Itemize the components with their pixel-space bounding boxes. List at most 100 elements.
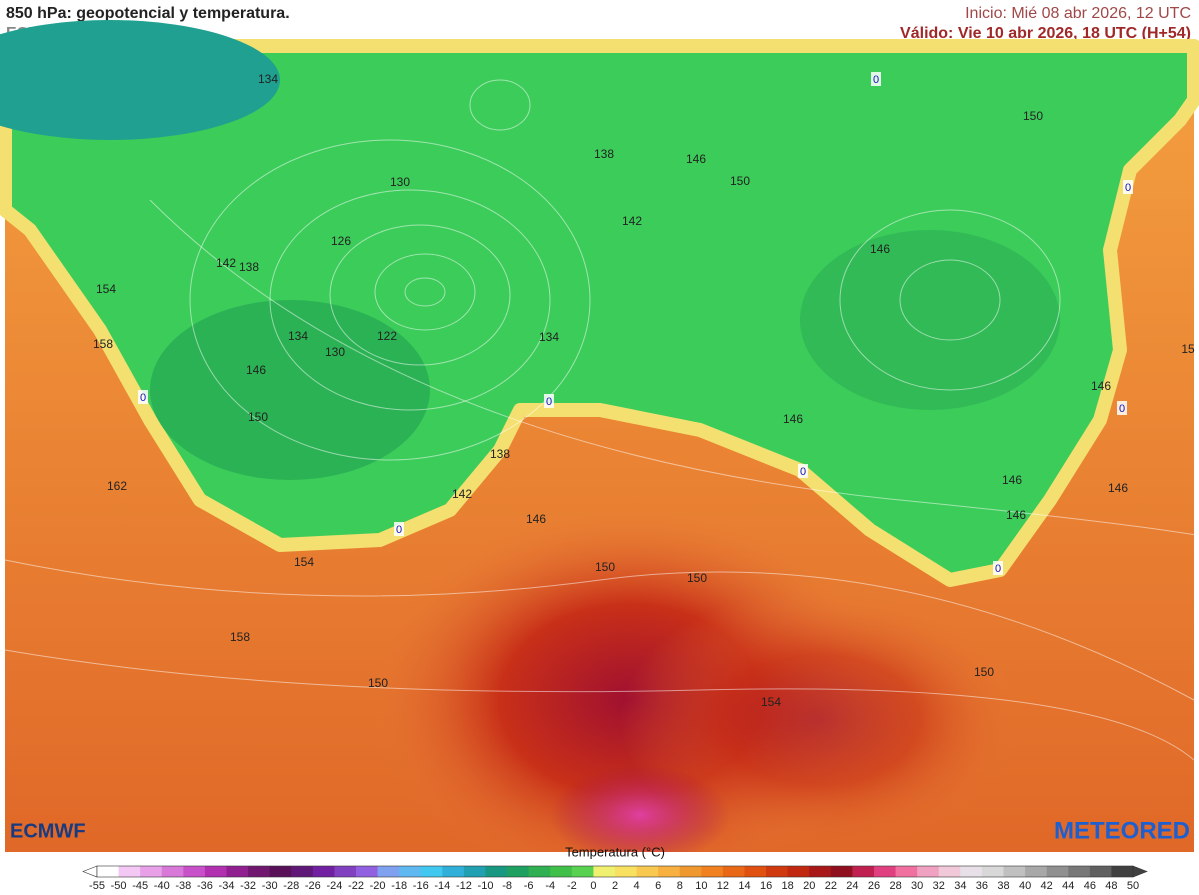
- colorbar-swatch: [183, 866, 206, 877]
- colorbar-tick-label: -36: [197, 880, 213, 892]
- colorbar-frame: [96, 865, 1134, 878]
- colorbar-swatch: [291, 866, 314, 877]
- colorbar-tick-label: 36: [976, 880, 988, 892]
- zero-label: 0: [1119, 403, 1125, 415]
- colorbar-tick-label: 28: [889, 880, 901, 892]
- colorbar-tick-label: -30: [262, 880, 278, 892]
- colorbar-tick-label: 38: [997, 880, 1009, 892]
- contour-label: 142: [622, 214, 642, 228]
- colorbar-swatch: [312, 866, 335, 877]
- colorbar-title: Temperatura (°C): [565, 844, 665, 859]
- colorbar-swatch: [463, 866, 486, 877]
- colorbar-tick-label: -2: [567, 880, 577, 892]
- zero-label: 0: [995, 563, 1001, 575]
- contour-label: 138: [239, 260, 259, 274]
- colorbar-tick-label: -24: [326, 880, 342, 892]
- colorbar-tick-label: 42: [1041, 880, 1053, 892]
- colorbar-swatch: [701, 866, 724, 877]
- colorbar-tick-label: 46: [1084, 880, 1096, 892]
- colorbar-swatch: [917, 866, 940, 877]
- contour-label: 146: [246, 363, 266, 377]
- colorbar-swatch: [528, 866, 551, 877]
- contour-label: 122: [377, 329, 397, 343]
- colorbar-swatch: [1046, 866, 1069, 877]
- map-title: 850 hPa: geopotencial y temperatura.: [6, 5, 290, 22]
- colorbar-tick-label: -14: [434, 880, 450, 892]
- colorbar-tick-label: 22: [825, 880, 837, 892]
- colorbar-swatch: [399, 866, 422, 877]
- contour-label: 146: [686, 152, 706, 166]
- cold-core: [0, 20, 280, 140]
- colorbar-swatch: [1003, 866, 1026, 877]
- hot-core: [550, 765, 730, 865]
- contour-label: 130: [390, 175, 410, 189]
- zero-label: 0: [1125, 182, 1131, 194]
- colorbar-swatch: [1111, 866, 1134, 877]
- zero-label-box: [871, 72, 881, 86]
- contour-label: 142: [452, 487, 472, 501]
- colorbar-tick-label: -20: [370, 880, 386, 892]
- colorbar-tick-label: -16: [413, 880, 429, 892]
- colorbar-tick-label: -40: [154, 880, 170, 892]
- colorbar-tick-label: 32: [933, 880, 945, 892]
- colorbar-tick-label: 50: [1127, 880, 1139, 892]
- zero-label: 0: [873, 74, 879, 86]
- contour-label: 146: [526, 512, 546, 526]
- colorbar-tick-label: -8: [502, 880, 512, 892]
- contour-label: 150: [974, 665, 994, 679]
- colorbar-tick-label: -22: [348, 880, 364, 892]
- logo-ecmwf: ECMWF: [10, 820, 86, 842]
- colorbar-tick-label: -45: [132, 880, 148, 892]
- colorbar-swatch: [204, 866, 227, 877]
- colorbar-swatch: [248, 866, 271, 877]
- colorbar-swatch: [874, 866, 897, 877]
- zero-label-box: [544, 394, 554, 408]
- colorbar-swatch: [636, 866, 659, 877]
- colorbar-swatch: [615, 866, 638, 877]
- zero-label: 0: [396, 524, 402, 536]
- contour-label: 150: [1023, 109, 1043, 123]
- valid-time: Válido: Vie 10 abr 2026, 18 UTC (H+54): [900, 25, 1191, 42]
- contour-label: 150: [730, 174, 750, 188]
- contour-label: 150: [248, 410, 268, 424]
- colorbar-swatch: [356, 866, 379, 877]
- contour-label: 142: [216, 256, 236, 270]
- zero-label: 0: [140, 392, 146, 404]
- colorbar-tick-label: -12: [456, 880, 472, 892]
- contour-label: 146: [1002, 473, 1022, 487]
- colorbar-tick-label: 40: [1019, 880, 1031, 892]
- contour-label: 138: [594, 147, 614, 161]
- colorbar-swatch: [830, 866, 853, 877]
- contour-label: 134: [539, 330, 559, 344]
- contour-label: 146: [783, 412, 803, 426]
- colorbar-swatch: [140, 866, 163, 877]
- colorbar-swatch: [485, 866, 508, 877]
- contour-label: 158: [230, 630, 250, 644]
- contour-label: 146: [870, 242, 890, 256]
- colorbar-tick-label: -18: [391, 880, 407, 892]
- cold-core: [800, 230, 1060, 410]
- heat-area: [620, 590, 1020, 850]
- colorbar-tick-label: 18: [782, 880, 794, 892]
- colorbar-tick-label: 16: [760, 880, 772, 892]
- zero-label-box: [1117, 401, 1127, 415]
- contour-label: 150: [595, 560, 615, 574]
- colorbar-tick-label: -26: [305, 880, 321, 892]
- colorbar-swatch: [938, 866, 961, 877]
- colorbar-tick-label: -6: [524, 880, 534, 892]
- colorbar-tick-label: 8: [677, 880, 683, 892]
- colorbar-tick-label: -34: [219, 880, 235, 892]
- colorbar-swatch: [226, 866, 249, 877]
- colorbar-swatch: [97, 866, 120, 877]
- init-time: Inicio: Mié 08 abr 2026, 12 UTC: [965, 5, 1191, 22]
- colorbar-tick-label: 24: [846, 880, 858, 892]
- colorbar-swatch: [658, 866, 681, 877]
- colorbar-tick-label: 4: [634, 880, 640, 892]
- contour-label: 138: [490, 447, 510, 461]
- colorbar-swatch: [1089, 866, 1112, 877]
- colorbar-swatch: [960, 866, 983, 877]
- contour-label: 146: [1091, 379, 1111, 393]
- colorbar-tick-label: 2: [612, 880, 618, 892]
